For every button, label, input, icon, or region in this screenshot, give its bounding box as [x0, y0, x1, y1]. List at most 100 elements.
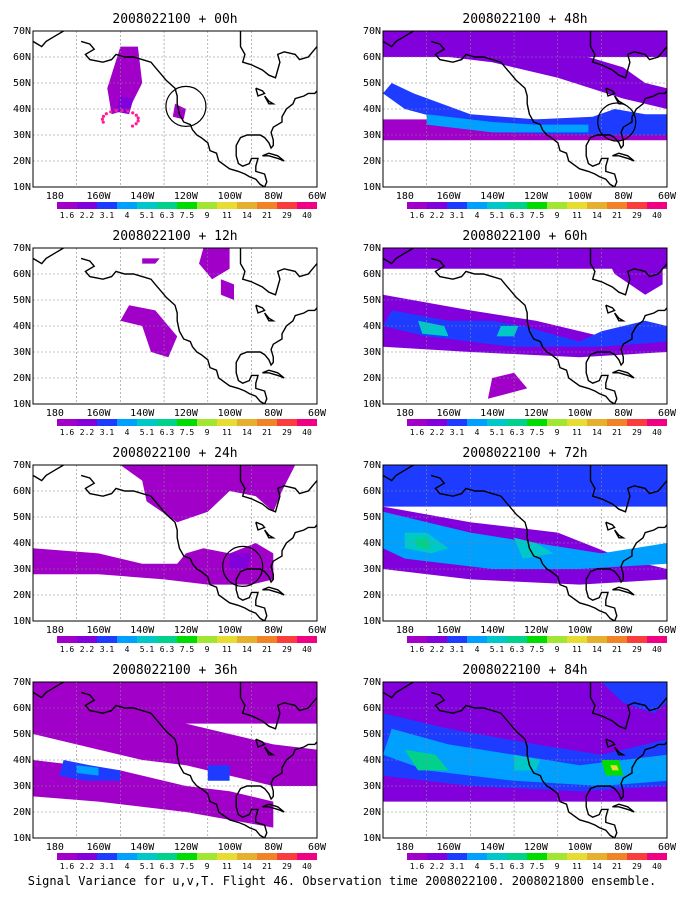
lon-tick-label: 140W	[480, 842, 505, 853]
variance-contour	[120, 305, 178, 358]
coastline	[80, 691, 265, 838]
lon-tick-label: 160W	[86, 191, 111, 202]
lon-tick-label: 80W	[614, 625, 633, 636]
colorbar-label: 4	[475, 862, 480, 871]
coastline	[239, 682, 317, 730]
colorbar-label: 5.1	[140, 645, 155, 654]
lat-tick-label: 20N	[363, 373, 381, 384]
colorbar-label: 40	[652, 645, 662, 654]
map-panel: 2008022100 + 36h 70N 60N 50N 40N 30N 20N 10N 180…	[13, 663, 327, 871]
colorbar-swatch	[647, 853, 667, 860]
variance-contour	[107, 46, 143, 115]
map-area: 70N 60N 50N 40N 30N 20N 10N 180 160W 140W 120W 100W…	[363, 460, 677, 636]
variance-contour	[142, 258, 160, 264]
lat-tick-label: 10N	[363, 182, 381, 193]
coastline	[430, 474, 615, 621]
dropsonde-point	[126, 109, 130, 113]
colorbar-swatch	[177, 202, 197, 209]
colorbar-swatch	[57, 419, 77, 426]
coastline	[262, 369, 285, 379]
colorbar-swatch	[197, 202, 217, 209]
colorbar-swatch	[277, 853, 297, 860]
colorbar-swatch	[547, 419, 567, 426]
colorbar-label: 9	[205, 428, 210, 437]
dropsonde-point	[130, 124, 135, 128]
coastline	[585, 307, 667, 404]
lon-tick-label: 120W	[174, 625, 199, 636]
colorbar-label: 2.2	[80, 428, 95, 437]
colorbar-swatch	[407, 636, 427, 643]
colorbar-label: 7.5	[180, 862, 195, 871]
colorbar-swatch	[117, 202, 137, 209]
colorbar-swatch	[117, 419, 137, 426]
colorbar-label: 40	[652, 428, 662, 437]
colorbar-label: 3.1	[100, 211, 115, 220]
colorbar-label: 14	[592, 211, 602, 220]
colorbar-label: 7.5	[530, 862, 545, 871]
colorbar-swatch	[97, 202, 117, 209]
lon-tick-label: 60W	[658, 191, 677, 202]
colorbar-swatch	[57, 636, 77, 643]
lon-tick-label: 180	[396, 625, 414, 636]
colorbar-label: 6.3	[160, 862, 175, 871]
variance-contour	[557, 682, 667, 714]
colorbar-label: 29	[282, 428, 292, 437]
lat-tick-label: 20N	[13, 590, 31, 601]
colorbar-label: 9	[555, 211, 560, 220]
colorbar-swatch	[647, 419, 667, 426]
colorbar-label: 6.3	[510, 211, 525, 220]
lon-tick-label: 140W	[130, 191, 155, 202]
lon-tick-label: 100W	[568, 408, 593, 419]
colorbar-swatch	[237, 202, 257, 209]
colorbar-swatch	[77, 202, 97, 209]
colorbar-label: 3.1	[450, 428, 465, 437]
colorbar-swatch	[157, 853, 177, 860]
colorbar-swatch	[587, 419, 607, 426]
lon-tick-label: 100W	[218, 842, 243, 853]
lat-tick-label: 70N	[363, 26, 381, 37]
colorbar-swatch	[257, 853, 277, 860]
colorbar-label: 21	[262, 428, 272, 437]
map-panel: 2008022100 + 72h 70N 60N 50N 40N 30N 20N 10N 180…	[363, 446, 677, 654]
lon-tick-label: 180	[46, 842, 64, 853]
coastline	[589, 465, 667, 513]
lat-tick-label: 40N	[13, 104, 31, 115]
lon-tick-label: 180	[396, 191, 414, 202]
colorbar-label: 6.3	[160, 645, 175, 654]
coastline	[589, 31, 667, 79]
lat-tick-label: 40N	[363, 321, 381, 332]
lon-tick-label: 120W	[174, 191, 199, 202]
coastline	[262, 803, 285, 813]
coastline	[605, 87, 616, 97]
colorbar-label: 1.6	[60, 211, 75, 220]
panel-title: 2008022100 + 72h	[462, 446, 587, 461]
colorbar-swatch	[427, 853, 447, 860]
colorbar-label: 3.1	[450, 645, 465, 654]
colorbar: 1.6 2.2 3.1 4 5.1 6.3 7.5 9 11 14 21 29 40	[57, 202, 317, 220]
lat-tick-label: 60N	[363, 703, 381, 714]
lat-tick-label: 60N	[13, 269, 31, 280]
lat-tick-label: 30N	[13, 347, 31, 358]
variance-contour	[33, 702, 317, 786]
lon-tick-label: 80W	[614, 191, 633, 202]
colorbar-swatch	[297, 419, 317, 426]
coastline	[383, 31, 414, 48]
colorbar-swatch	[547, 202, 567, 209]
variance-contour	[610, 765, 619, 771]
lat-tick-label: 70N	[363, 460, 381, 471]
map-panel: 2008022100 + 60h 70N 60N 50N 40N 30N 20N 10N 180…	[363, 229, 677, 437]
colorbar-label: 5.1	[140, 211, 155, 220]
lat-tick-label: 50N	[363, 78, 381, 89]
colorbar-label: 40	[302, 645, 312, 654]
lat-tick-label: 10N	[13, 182, 31, 193]
dropsonde-point	[134, 113, 138, 117]
lat-tick-label: 20N	[363, 590, 381, 601]
colorbar-label: 7.5	[180, 211, 195, 220]
coastline	[605, 738, 616, 748]
colorbar-label: 40	[652, 211, 662, 220]
colorbar-label: 5.1	[490, 211, 505, 220]
map-frame	[382, 30, 668, 188]
colorbar-label: 7.5	[530, 428, 545, 437]
colorbar-swatch	[197, 636, 217, 643]
colorbar: 1.6 2.2 3.1 4 5.1 6.3 7.5 9 11 14 21 29 40	[407, 419, 667, 437]
